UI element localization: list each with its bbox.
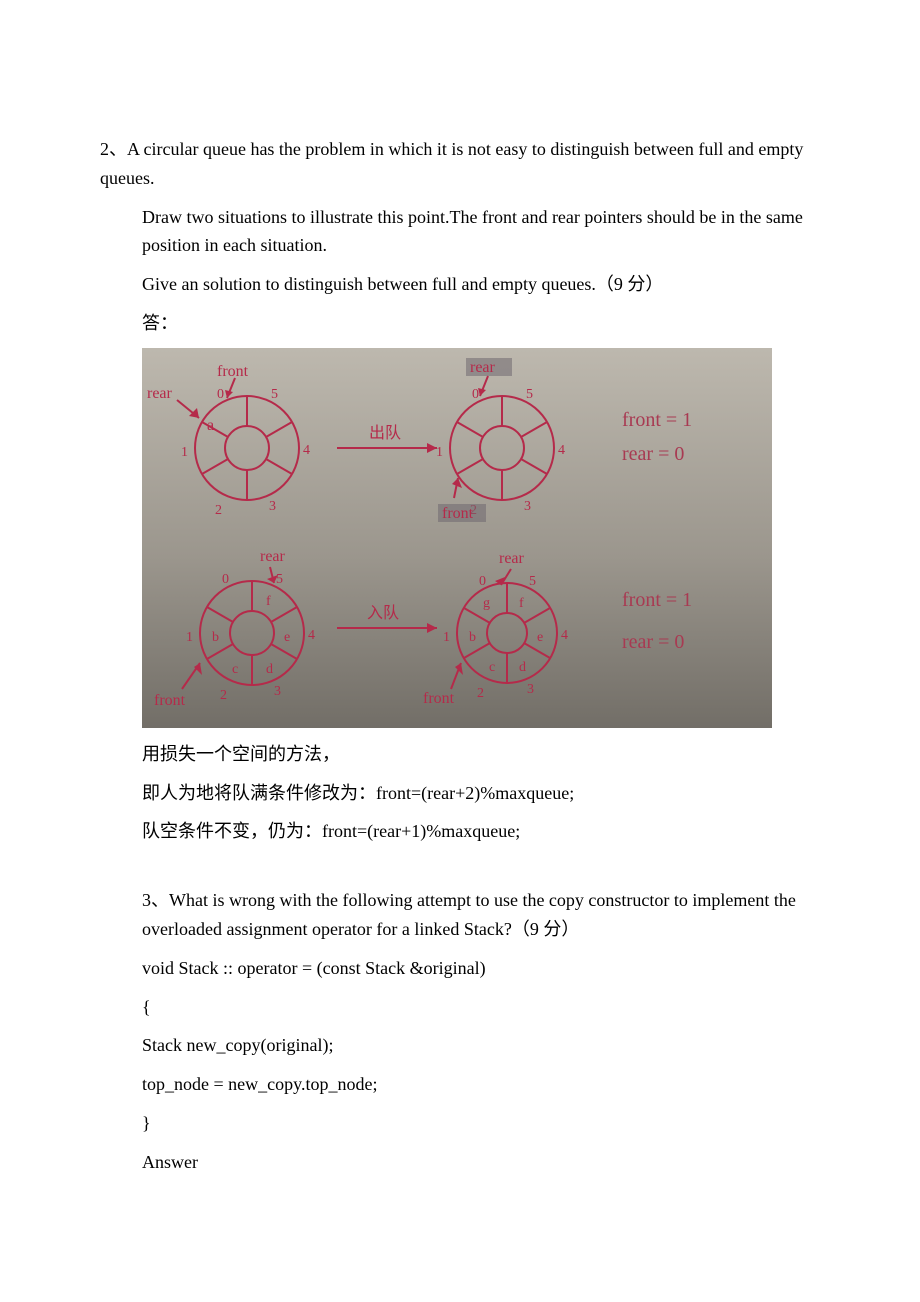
svg-text:c: c <box>232 662 238 677</box>
q2-line3: Give an solution to distinguish between … <box>100 270 820 299</box>
svg-text:5: 5 <box>526 387 533 402</box>
svg-text:2: 2 <box>220 688 227 703</box>
svg-text:3: 3 <box>527 682 534 697</box>
svg-text:1: 1 <box>186 630 193 645</box>
svg-text:5: 5 <box>529 574 536 589</box>
svg-text:d: d <box>519 660 526 675</box>
svg-text:0: 0 <box>222 572 229 587</box>
svg-text:3: 3 <box>274 684 281 699</box>
q3-code-2: Stack new_copy(original); <box>100 1031 820 1060</box>
side-rear-bot: rear = 0 <box>622 631 684 653</box>
side-front-bot: front = 1 <box>622 589 692 611</box>
svg-text:e: e <box>537 630 543 645</box>
svg-text:出队: 出队 <box>369 424 401 442</box>
svg-text:front: front <box>423 690 455 707</box>
q2-ans3: 队空条件不变，仍为：front=(rear+1)%maxqueue; <box>100 817 820 846</box>
svg-text:1: 1 <box>443 630 450 645</box>
q3-code-3: top_node = new_copy.top_node; <box>100 1070 820 1099</box>
svg-text:d: d <box>266 662 273 677</box>
q3-code-0: void Stack :: operator = (const Stack &o… <box>100 954 820 983</box>
svg-text:0: 0 <box>479 574 486 589</box>
svg-text:rear: rear <box>499 550 525 567</box>
svg-text:c: c <box>489 660 495 675</box>
side-rear-top: rear = 0 <box>622 443 684 465</box>
svg-text:e: e <box>284 630 290 645</box>
svg-text:f: f <box>519 596 524 611</box>
q3-code-1: { <box>100 993 820 1022</box>
svg-text:1: 1 <box>436 445 443 460</box>
svg-text:5: 5 <box>276 572 283 587</box>
svg-text:0: 0 <box>217 387 224 402</box>
svg-text:3: 3 <box>524 499 531 514</box>
svg-text:2: 2 <box>215 503 222 518</box>
q2-ans2: 即人为地将队满条件修改为：front=(rear+2)%maxqueue; <box>100 779 820 808</box>
q3-answer-label: Answer <box>100 1148 820 1177</box>
svg-text:b: b <box>212 630 219 645</box>
svg-text:2: 2 <box>477 686 484 701</box>
svg-text:4: 4 <box>558 443 565 458</box>
svg-text:front: front <box>154 692 186 709</box>
q2-line2: Draw two situations to illustrate this p… <box>100 203 820 261</box>
svg-text:g: g <box>483 596 490 611</box>
svg-text:rear: rear <box>470 359 496 376</box>
svg-text:3: 3 <box>269 499 276 514</box>
side-front-top: front = 1 <box>622 409 692 431</box>
svg-text:入队: 入队 <box>367 604 399 622</box>
svg-text:0: 0 <box>472 387 479 402</box>
q3-code-4: } <box>100 1109 820 1138</box>
svg-text:front: front <box>217 363 249 380</box>
q2-ans1: 用损失一个空间的方法， <box>100 740 820 769</box>
circular-queue-diagram: 0 5 4 3 2 1 a front rear 出队 <box>142 348 772 728</box>
svg-text:5: 5 <box>271 387 278 402</box>
svg-text:front: front <box>442 505 474 522</box>
svg-text:b: b <box>469 630 476 645</box>
svg-text:rear: rear <box>147 385 173 402</box>
svg-text:rear: rear <box>260 548 286 565</box>
q2-heading: 2、A circular queue has the problem in wh… <box>100 135 820 193</box>
q2-answer-label: 答： <box>100 309 820 338</box>
q3-heading: 3、What is wrong with the following attem… <box>100 886 820 944</box>
svg-text:a: a <box>207 417 214 434</box>
q2-diagram: 0 5 4 3 2 1 a front rear 出队 <box>142 348 820 728</box>
svg-text:4: 4 <box>308 628 315 643</box>
svg-text:1: 1 <box>181 445 188 460</box>
svg-text:4: 4 <box>561 628 568 643</box>
svg-text:4: 4 <box>303 443 310 458</box>
svg-text:f: f <box>266 594 271 609</box>
